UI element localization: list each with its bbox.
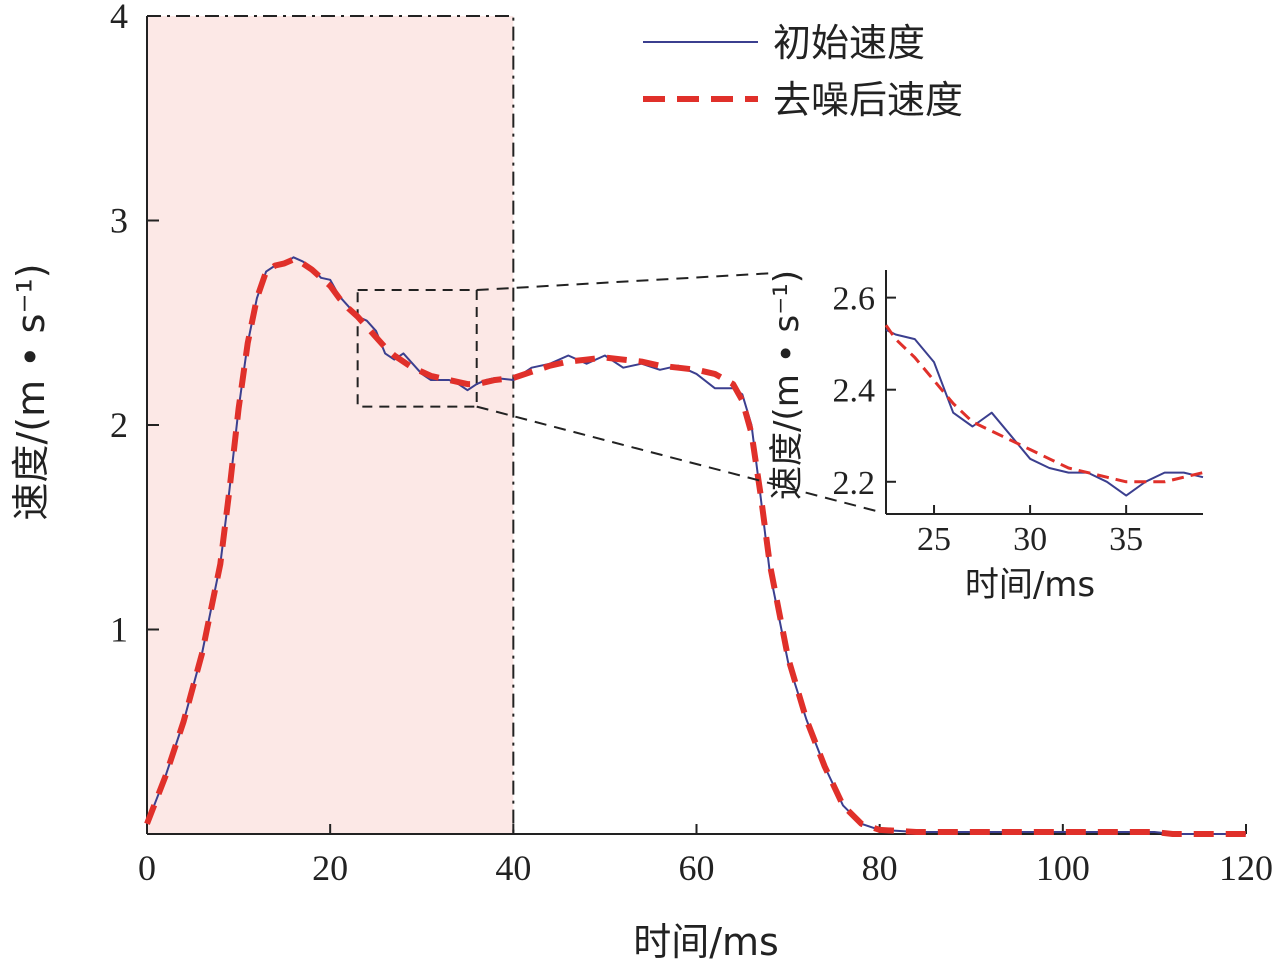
zoom-connector-top — [476, 272, 776, 292]
x-tick-label: 80 — [862, 848, 898, 888]
zoom-box — [356, 289, 478, 408]
inset-y-axis-title: 速度/(m • s⁻¹) — [767, 270, 807, 500]
inset-series-line-denoised-velocity — [884, 324, 1204, 484]
x-tick-label: 20 — [312, 848, 348, 888]
inset-x-tick-label: 25 — [917, 521, 951, 558]
inset-series-line-initial-velocity — [885, 328, 1204, 497]
y-axis-title: 速度/(m • s⁻¹) — [9, 263, 53, 520]
y-tick-label: 2 — [110, 405, 128, 445]
x-axis-title: 时间/ms — [633, 920, 779, 960]
x-tick-label: 0 — [138, 848, 156, 888]
inset-plot: 25 30 35 2.2 2.4 2.6 时间/ms 速度/(m • s⁻¹) — [767, 270, 1204, 605]
zoom-connector-bottom — [476, 405, 881, 513]
series-line-denoised-velocity — [144, 256, 1246, 837]
y-tick-label: 1 — [110, 610, 128, 650]
inset-x-tick-label: 30 — [1013, 521, 1047, 558]
inset-x-tick-label: 35 — [1109, 521, 1143, 558]
main-plot: 0 20 40 60 80 100 120 1 2 3 4 时间/ms 速度/(m • s⁻¹) — [9, 0, 1273, 960]
inset-y-tick-label: 2.4 — [833, 373, 876, 410]
y-tick-label: 4 — [110, 0, 128, 36]
x-tick-label: 40 — [495, 848, 531, 888]
y-tick-label: 3 — [110, 201, 128, 241]
inset-y-tick-label: 2.6 — [833, 281, 876, 318]
x-tick-label: 60 — [679, 848, 715, 888]
inset-background — [886, 270, 1203, 514]
inset-y-tick-label: 2.2 — [833, 465, 876, 502]
highlight-region-border — [147, 15, 515, 834]
legend-label-denoised-velocity: 去噪后速度 — [773, 78, 963, 122]
x-tick-label: 100 — [1036, 848, 1090, 888]
x-tick-label: 120 — [1219, 848, 1273, 888]
inset-x-axis-title: 时间/ms — [965, 565, 1095, 605]
highlight-region — [147, 16, 514, 834]
legend-label-initial-velocity: 初始速度 — [773, 21, 925, 65]
zoom-connector-lines — [476, 272, 881, 513]
